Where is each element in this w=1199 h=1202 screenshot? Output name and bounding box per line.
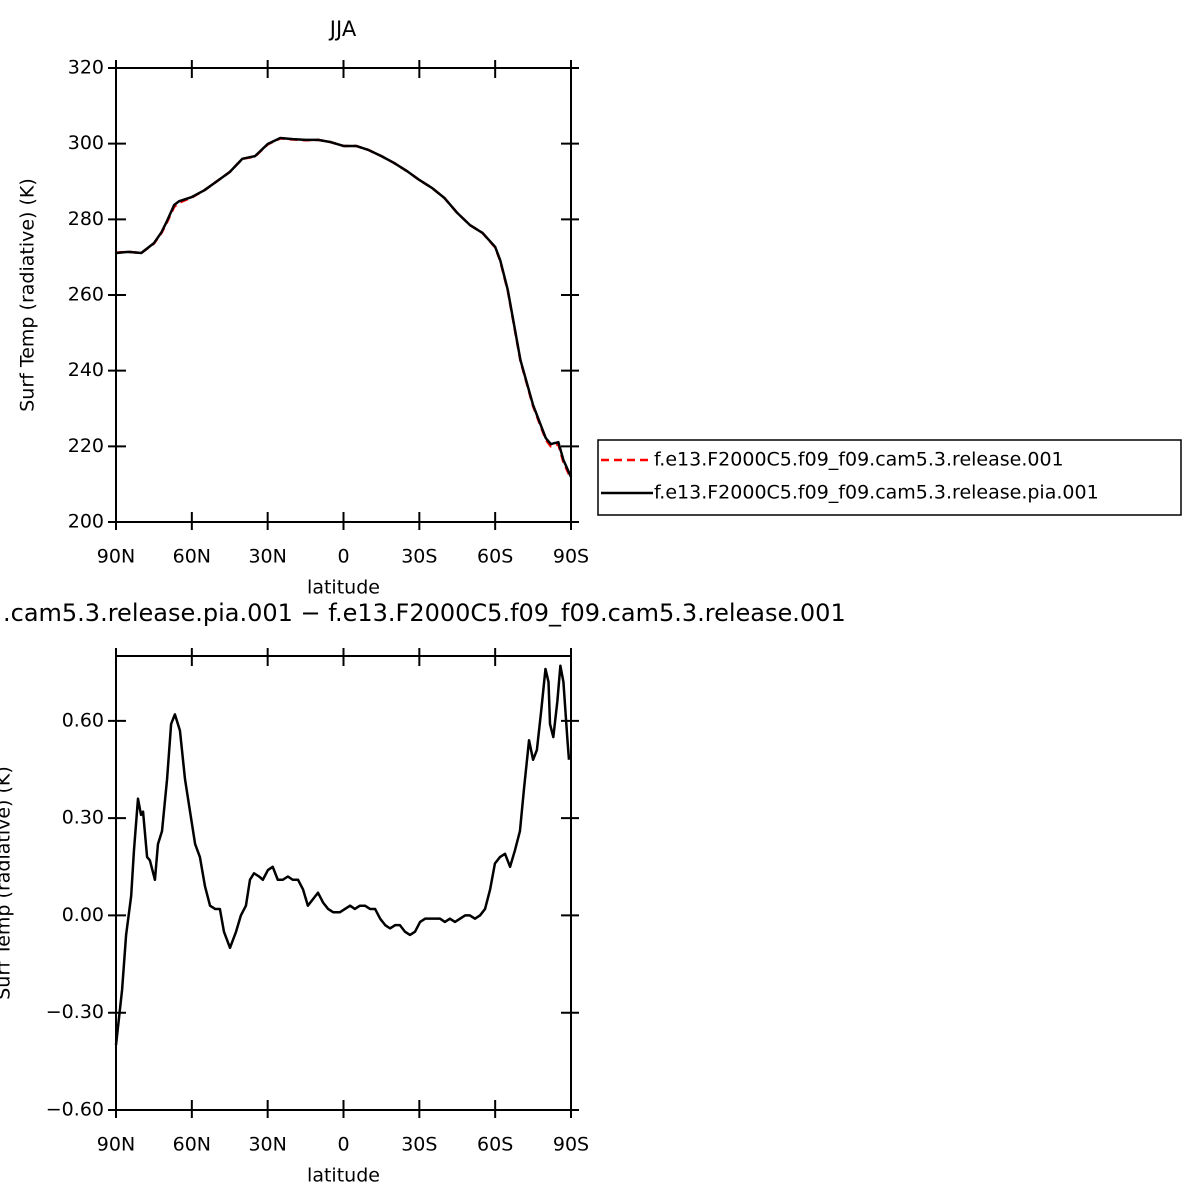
x-tick-label: 60N: [173, 546, 211, 568]
x-tick-label: 90N: [97, 1134, 135, 1156]
series-line: [114, 664, 571, 1046]
y-tick-label: 0.00: [62, 904, 104, 926]
x-axis-label: latitude: [307, 577, 380, 599]
chart-title: JJA: [328, 17, 357, 41]
legend-box: [597, 439, 1182, 516]
y-tick-label: 300: [68, 132, 104, 154]
plot-frame: [115, 655, 572, 1111]
series-line: [115, 136, 573, 478]
x-tick-label: 90N: [97, 546, 135, 568]
series-line: [115, 137, 573, 480]
x-axis-label: latitude: [307, 1165, 380, 1187]
y-tick-label: 220: [68, 435, 104, 457]
y-tick-label: 320: [68, 57, 104, 79]
y-tick-label: −0.60: [46, 1099, 104, 1121]
legend-label: f.e13.F2000C5.f09_f09.cam5.3.release.pia…: [654, 482, 1099, 504]
x-tick-label: 30S: [401, 1134, 437, 1156]
y-tick-label: 260: [68, 284, 104, 306]
x-tick-label: 30N: [248, 1134, 286, 1156]
x-tick-label: 90S: [553, 546, 589, 568]
x-tick-label: 30S: [401, 546, 437, 568]
y-tick-label: 280: [68, 208, 104, 230]
x-tick-label: 0: [337, 546, 349, 568]
x-tick-label: 90S: [553, 1134, 589, 1156]
y-tick-label: −0.30: [46, 1001, 104, 1023]
y-tick-label: 240: [68, 359, 104, 381]
y-tick-label: 0.30: [62, 807, 104, 829]
chart-title: .cam5.3.release.pia.001 − f.e13.F2000C5.…: [3, 599, 846, 627]
x-tick-label: 60N: [173, 1134, 211, 1156]
y-axis-label: Surf Temp (radiative) (K): [0, 766, 15, 1000]
y-tick-label: 200: [68, 511, 104, 533]
plot-frame: [115, 67, 572, 523]
y-axis-label: Surf Temp (radiative) (K): [17, 178, 39, 412]
x-tick-label: 0: [337, 1134, 349, 1156]
legend-label: f.e13.F2000C5.f09_f09.cam5.3.release.001: [654, 449, 1064, 471]
y-tick-label: 0.60: [62, 709, 104, 731]
x-tick-label: 30N: [248, 546, 286, 568]
x-tick-label: 60S: [477, 546, 513, 568]
x-tick-label: 60S: [477, 1134, 513, 1156]
